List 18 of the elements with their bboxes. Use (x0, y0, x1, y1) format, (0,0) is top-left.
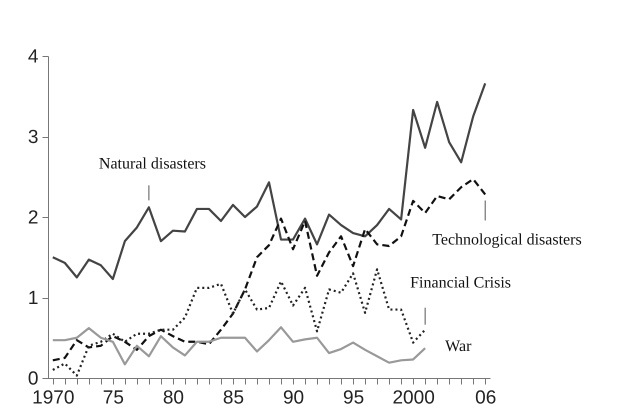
y-tick-label: 1 (28, 288, 38, 309)
x-tick-label: 95 (343, 388, 364, 408)
x-tick-label: 85 (222, 388, 244, 408)
y-tick-label: 4 (28, 46, 39, 68)
line-series (52, 326, 426, 366)
x-tick-label: 90 (282, 388, 304, 408)
x-tick-label: 06 (475, 388, 496, 408)
x-tick-label: 2000 (392, 388, 435, 408)
series-label: War (445, 338, 472, 356)
y-tick-label: 2 (28, 208, 38, 228)
series-label: Technological disasters (432, 231, 582, 248)
x-tick-label: 1970 (32, 388, 74, 408)
y-tick-label: 0 (28, 368, 38, 390)
x-tick-label: 75 (102, 388, 124, 408)
series-label: Financial Crisis (410, 274, 512, 292)
x-tick-label: 80 (162, 388, 184, 408)
y-tick-label: 3 (28, 127, 38, 148)
text: Natural disasters (98, 155, 206, 172)
